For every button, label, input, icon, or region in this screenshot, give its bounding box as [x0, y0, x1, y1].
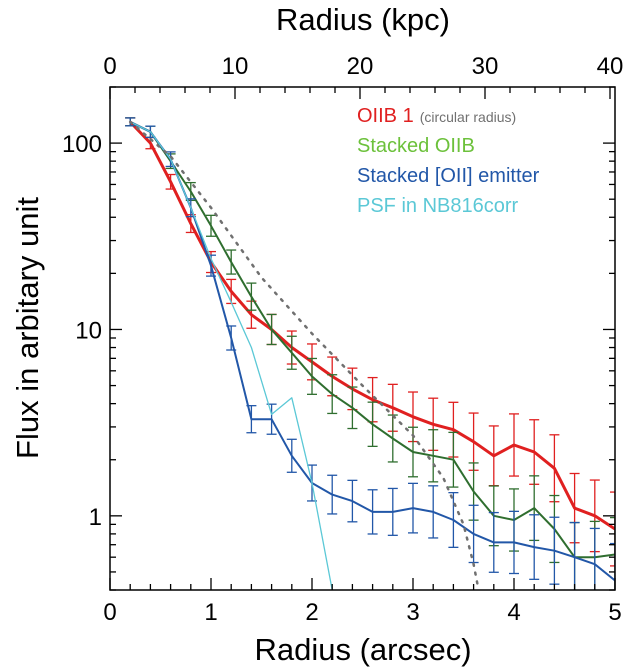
error-bar [488, 511, 499, 573]
error-bar [347, 386, 358, 430]
x-tick-label: 1 [204, 599, 217, 626]
error-bar [206, 214, 216, 237]
legend-entry: OIIB 1 (circular radius) [357, 105, 516, 127]
x2-tick-label: 30 [472, 53, 499, 80]
error-bar [610, 516, 615, 590]
data-group [125, 117, 615, 590]
legend-entry: PSF in NB816corr [357, 195, 519, 217]
error-bar [246, 405, 257, 434]
x2-tick-label: 0 [103, 53, 116, 80]
error-bar [347, 479, 358, 523]
y-tick-label: 1 [89, 504, 102, 531]
error-bar [610, 491, 615, 567]
error-bar [509, 510, 519, 575]
error-bar [246, 282, 257, 311]
error-bar [488, 425, 499, 487]
error-bar [226, 249, 237, 275]
error-bar [428, 429, 439, 483]
error-bar [408, 482, 418, 534]
error-bar [529, 514, 540, 580]
x-tick-label: 4 [507, 599, 520, 626]
x-tick-label: 5 [608, 599, 621, 626]
axes-layer: 0 1 2 3 4 5 0 10 20 30 40 1 10 100 [62, 53, 623, 626]
error-bar [266, 313, 277, 346]
error-bar [367, 489, 378, 535]
error-bar [448, 431, 459, 488]
x2-tick-label: 20 [347, 53, 374, 80]
x2-tick-label: 10 [222, 53, 249, 80]
legend-note: (circular radius) [420, 109, 516, 125]
error-bar [428, 485, 439, 539]
legend-label: PSF in NB816corr [357, 195, 519, 217]
top-axis-title: Radius (kpc) [276, 2, 450, 37]
error-bar [286, 335, 297, 370]
error-bar [387, 414, 398, 463]
error-bar [226, 325, 237, 351]
error-bar [549, 434, 560, 503]
legend-entry: Stacked [OII] emitter [357, 165, 540, 187]
error-bar [286, 438, 297, 473]
error-bar [226, 278, 237, 305]
legend: OIIB 1 (circular radius) Stacked OIIB Stack… [357, 105, 540, 217]
y-axis-title: Flux in arbitary unit [10, 197, 45, 459]
legend-label: OIIB 1 [357, 105, 414, 127]
error-bar [448, 491, 459, 548]
y-tick-label: 100 [62, 131, 102, 158]
error-bar [569, 521, 580, 590]
error-bar [307, 357, 317, 395]
legend-entry: Stacked OIIB [357, 135, 475, 157]
error-bar [468, 412, 479, 471]
error-bar [327, 474, 338, 515]
y-tick-label: 10 [75, 317, 102, 344]
error-bar [610, 542, 615, 590]
series-line-4 [128, 120, 480, 590]
x-tick-label: 2 [305, 599, 318, 626]
error-bar [468, 504, 479, 564]
plot-layer [125, 117, 615, 590]
x-tick-label: 3 [406, 599, 419, 626]
x2-tick-label: 40 [597, 53, 624, 80]
error-bar [165, 173, 176, 190]
legend-label: Stacked OIIB [357, 135, 475, 157]
error-bar [367, 401, 378, 448]
error-bar [509, 413, 519, 477]
error-bar [327, 374, 338, 415]
legend-label: Stacked [OII] emitter [357, 165, 540, 187]
error-bar [387, 487, 398, 536]
x-tick-label: 0 [103, 599, 116, 626]
x-axis-title: Radius (arcsec) [254, 632, 471, 667]
